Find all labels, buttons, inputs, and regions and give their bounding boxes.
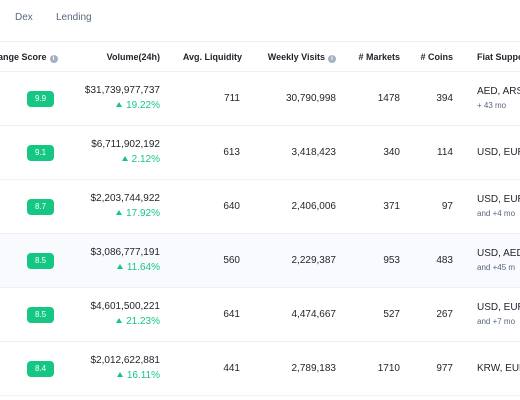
weekly-visits-value: 2,229,387 xyxy=(291,255,337,266)
fiat-currencies: USD, EUR xyxy=(477,147,520,158)
table-row[interactable]: 9.9 $31,739,977,737 19.22% 711 30,790,99… xyxy=(0,72,520,126)
weekly-visits-value: 2,406,006 xyxy=(291,201,337,212)
fiat-more-link[interactable]: + 43 mo xyxy=(477,101,507,110)
avg-liquidity-value: 560 xyxy=(223,255,240,266)
table-header: ange Score i Volume(24h) Avg. Liquidity W… xyxy=(0,42,520,72)
exchange-score-badge: 8.4 xyxy=(27,361,54,377)
coins-value: 114 xyxy=(437,147,453,158)
volume-change-value: 17.92% xyxy=(126,208,160,219)
avg-liquidity-value: 641 xyxy=(223,309,240,320)
volume-value: $4,601,500,221 xyxy=(90,301,160,312)
volume-value: $3,086,777,191 xyxy=(90,247,160,258)
coins-value: 483 xyxy=(436,255,453,266)
triangle-up-icon xyxy=(116,210,123,215)
markets-value: 527 xyxy=(383,309,400,320)
volume-value: $31,739,977,737 xyxy=(84,85,160,96)
volume-value: $2,203,744,922 xyxy=(90,193,160,204)
weekly-visits-value: 4,474,667 xyxy=(291,309,337,320)
avg-liquidity-value: 613 xyxy=(223,147,240,158)
markets-value: 371 xyxy=(383,201,400,212)
table-row[interactable]: 9.1 $6,711,902,192 2.12% 613 3,418,423 3… xyxy=(0,126,520,180)
header-markets[interactable]: # Markets xyxy=(358,52,400,62)
table-row[interactable]: 8.4 $2,012,622,881 16.11% 441 2,789,183 … xyxy=(0,342,520,396)
weekly-visits-value: 3,418,423 xyxy=(291,147,337,158)
triangle-up-icon xyxy=(121,156,128,161)
volume-change: 17.92% xyxy=(116,208,160,219)
avg-liquidity-value: 711 xyxy=(224,93,240,104)
table-row[interactable]: 8.5 $4,601,500,221 21.23% 641 4,474,667 … xyxy=(0,288,520,342)
fiat-more-link[interactable]: and +45 m xyxy=(477,263,516,272)
header-exchange-score-label: ange Score xyxy=(0,52,47,62)
triangle-up-icon xyxy=(116,264,123,269)
volume-change: 19.22% xyxy=(116,100,160,111)
volume-change: 16.11% xyxy=(116,370,160,381)
header-avg-liquidity[interactable]: Avg. Liquidity xyxy=(182,52,242,62)
coins-value: 394 xyxy=(436,93,453,104)
volume-change-value: 2.12% xyxy=(131,154,160,165)
coins-value: 977 xyxy=(436,363,453,374)
volume-change: 2.12% xyxy=(121,154,160,165)
coins-value: 97 xyxy=(441,201,453,212)
fiat-more-link[interactable]: and +7 mo xyxy=(477,317,516,326)
fiat-currencies: AED, ARS xyxy=(477,86,520,97)
header-fiat-supported[interactable]: Fiat Suppor xyxy=(477,52,520,62)
markets-value: 1710 xyxy=(377,363,400,374)
tab-lending[interactable]: Lending xyxy=(56,12,92,23)
volume-change-value: 19.22% xyxy=(126,100,160,111)
header-coins[interactable]: # Coins xyxy=(420,52,453,62)
markets-value: 340 xyxy=(383,147,400,158)
header-weekly-visits-label: Weekly Visits xyxy=(267,52,325,62)
volume-value: $2,012,622,881 xyxy=(90,355,160,366)
markets-value: 953 xyxy=(383,255,400,266)
volume-value: $6,711,902,192 xyxy=(91,139,160,150)
exchange-score-badge: 8.5 xyxy=(27,307,54,323)
exchange-score-badge: 8.7 xyxy=(27,199,54,215)
triangle-up-icon xyxy=(116,318,123,323)
triangle-up-icon xyxy=(116,372,123,377)
volume-change-value: 16.11% xyxy=(126,370,160,381)
tab-dex[interactable]: Dex xyxy=(15,12,33,23)
fiat-more-link[interactable]: and +4 mo xyxy=(477,209,516,218)
header-volume[interactable]: Volume(24h) xyxy=(106,52,160,62)
volume-change-value: 11.64% xyxy=(126,262,160,273)
volume-change: 11.64% xyxy=(116,262,160,273)
volume-change-value: 21.23% xyxy=(126,316,160,327)
header-exchange-score[interactable]: ange Score i xyxy=(0,52,58,63)
info-icon[interactable]: i xyxy=(328,55,336,63)
markets-value: 1478 xyxy=(377,93,400,104)
fiat-currencies: USD, EUR xyxy=(477,302,520,313)
exchange-category-tabs: Dex Lending xyxy=(0,0,520,42)
coins-value: 267 xyxy=(436,309,453,320)
avg-liquidity-value: 441 xyxy=(223,363,240,374)
info-icon[interactable]: i xyxy=(49,55,58,63)
volume-change: 21.23% xyxy=(116,316,160,327)
header-weekly-visits[interactable]: Weekly Visits i xyxy=(268,52,336,63)
table-row[interactable]: 8.5 $3,086,777,191 11.64% 560 2,229,387 … xyxy=(0,234,520,288)
exchange-score-badge: 8.5 xyxy=(27,253,54,269)
avg-liquidity-value: 640 xyxy=(223,201,240,212)
fiat-currencies: USD, EUR xyxy=(477,194,520,205)
fiat-currencies: KRW, EUR xyxy=(477,363,520,374)
weekly-visits-value: 30,790,998 xyxy=(285,93,336,104)
fiat-currencies: USD, AED xyxy=(477,248,520,259)
weekly-visits-value: 2,789,183 xyxy=(291,363,337,374)
table-row[interactable]: 8.7 $2,203,744,922 17.92% 640 2,406,006 … xyxy=(0,180,520,234)
exchange-score-badge: 9.1 xyxy=(27,145,54,161)
triangle-up-icon xyxy=(116,102,123,107)
exchange-score-badge: 9.9 xyxy=(27,91,54,107)
